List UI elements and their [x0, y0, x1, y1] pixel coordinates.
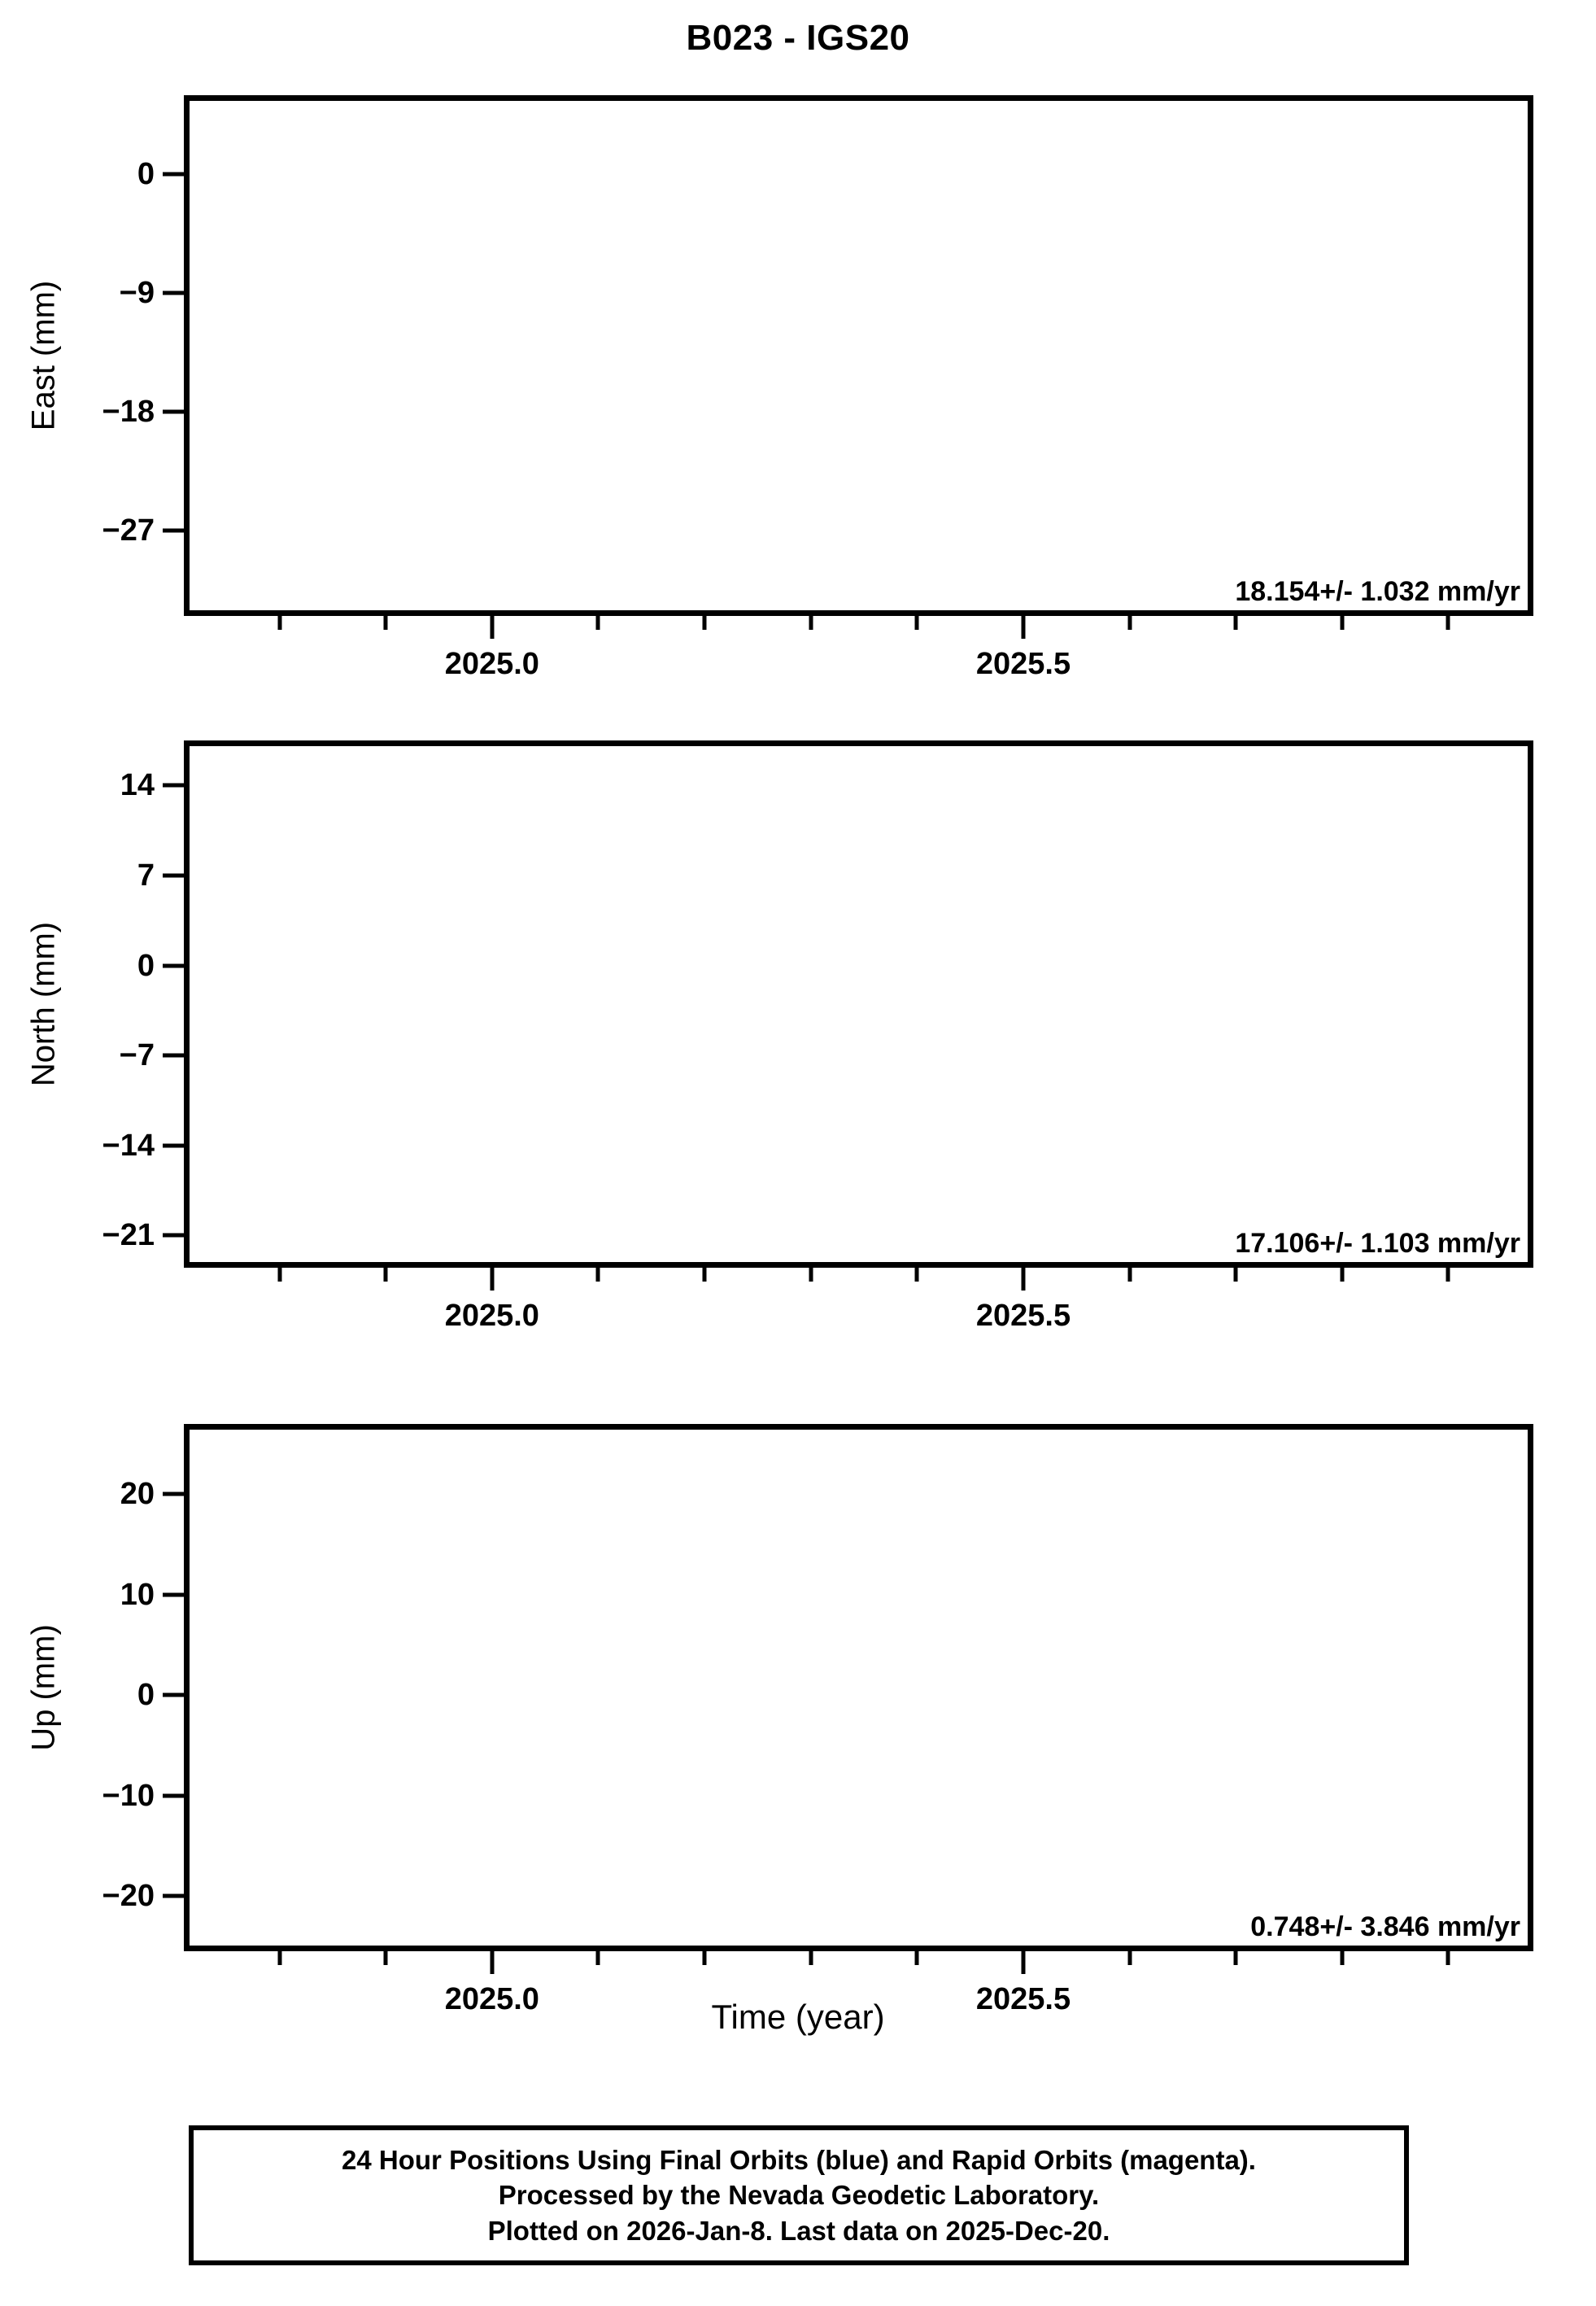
- rate-annotation-east: 18.154+/- 1.032 mm/yr: [1235, 576, 1520, 607]
- x-tick-mark-minor: [595, 1268, 600, 1282]
- y-tick-label: 20: [120, 1477, 155, 1512]
- y-tick-mark: [163, 290, 184, 295]
- y-tick-label: 14: [120, 768, 155, 803]
- x-tick-mark-minor: [914, 1268, 919, 1282]
- x-tick-mark-minor: [914, 1951, 919, 1965]
- x-tick-mark-minor: [383, 1268, 388, 1282]
- rate-annotation-up: 0.748+/- 3.846 mm/yr: [1250, 1911, 1520, 1942]
- x-tick-mark-minor: [914, 616, 919, 630]
- x-tick-mark-major: [1021, 1268, 1026, 1291]
- x-tick-mark-minor: [1233, 1951, 1238, 1965]
- x-tick-label: 2025.5: [975, 1299, 1071, 1333]
- y-tick-label: −9: [119, 276, 155, 311]
- x-tick-mark-minor: [277, 1268, 282, 1282]
- x-tick-mark-minor: [277, 1951, 282, 1965]
- y-tick-label: 10: [120, 1577, 155, 1612]
- x-tick-mark-major: [1021, 1951, 1026, 1974]
- y-tick-mark: [163, 1491, 184, 1496]
- y-tick-label: −14: [102, 1128, 155, 1163]
- x-tick-mark-minor: [1446, 1951, 1450, 1965]
- x-tick-mark-minor: [277, 616, 282, 630]
- x-tick-mark-minor: [595, 1951, 600, 1965]
- panel-east: East (mm) 18.154+/- 1.032 mm/yr 0 −9 −18 −2…: [26, 95, 1533, 681]
- y-tick-label: 0: [137, 948, 155, 983]
- panel-north: North (mm) 17.106+/- 1.103 mm/yr 14 7 0 −7 −…: [26, 740, 1533, 1333]
- y-tick-label: −20: [102, 1879, 155, 1914]
- x-tick-mark-minor: [383, 616, 388, 630]
- y-tick-mark: [163, 1143, 184, 1148]
- caption-line-2: Processed by the Nevada Geodetic Laborat…: [498, 2180, 1100, 2211]
- x-tick-mark-minor: [702, 616, 707, 630]
- x-tick-mark-major: [490, 616, 495, 639]
- y-tick-label: −10: [102, 1778, 155, 1813]
- x-tick-mark-minor: [1233, 1268, 1238, 1282]
- y-tick-mark: [163, 963, 184, 968]
- x-tick-mark-minor: [702, 1951, 707, 1965]
- y-tick-mark: [163, 1692, 184, 1697]
- x-tick-mark-minor: [809, 616, 813, 630]
- y-tick-mark: [163, 1053, 184, 1058]
- x-tick-mark-minor: [1340, 1951, 1345, 1965]
- x-tick-mark-minor: [1127, 1951, 1132, 1965]
- y-tick-label: −27: [102, 513, 155, 548]
- x-tick-mark-minor: [1446, 616, 1450, 630]
- y-tick-mark: [163, 1592, 184, 1597]
- axis-label-time: Time (year): [711, 1998, 885, 2036]
- plot-frame-north: [184, 740, 1533, 1268]
- x-tick-mark-minor: [383, 1951, 388, 1965]
- axis-label-up: Up (mm): [25, 1624, 62, 1751]
- y-tick-mark: [163, 1233, 184, 1238]
- x-tick-label: 2025.0: [444, 1982, 539, 2016]
- x-tick-mark-minor: [1233, 616, 1238, 630]
- y-tick-mark: [163, 873, 184, 878]
- y-tick-label: 0: [137, 157, 155, 192]
- y-tick-mark: [163, 172, 184, 177]
- caption-line-1: 24 Hour Positions Using Final Orbits (bl…: [342, 2144, 1256, 2175]
- x-tick-label: 2025.5: [975, 1982, 1071, 2016]
- caption-box: 24 Hour Positions Using Final Orbits (bl…: [189, 2125, 1409, 2265]
- x-tick-label: 2025.0: [444, 1299, 539, 1333]
- x-tick-mark-minor: [809, 1268, 813, 1282]
- x-tick-mark-minor: [1340, 616, 1345, 630]
- y-tick-mark: [163, 1893, 184, 1898]
- y-tick-mark: [163, 1793, 184, 1798]
- y-tick-mark: [163, 528, 184, 533]
- x-tick-label: 2025.0: [444, 647, 539, 681]
- y-tick-label: −7: [119, 1038, 155, 1073]
- x-tick-mark-minor: [595, 616, 600, 630]
- x-tick-mark-major: [1021, 616, 1026, 639]
- caption-line-3: Plotted on 2026-Jan-8. Last data on 2025…: [487, 2215, 1110, 2246]
- x-tick-mark-major: [490, 1951, 495, 1974]
- x-tick-mark-minor: [1127, 1268, 1132, 1282]
- page-title: B023 - IGS20: [686, 18, 910, 58]
- rate-annotation-north: 17.106+/- 1.103 mm/yr: [1235, 1228, 1520, 1259]
- axis-label-east: East (mm): [25, 280, 62, 431]
- y-tick-label: −21: [102, 1218, 155, 1253]
- x-tick-mark-minor: [1340, 1268, 1345, 1282]
- y-tick-mark: [163, 783, 184, 788]
- x-tick-mark-major: [490, 1268, 495, 1291]
- plot-frame-east: [184, 95, 1533, 616]
- x-tick-mark-minor: [1446, 1268, 1450, 1282]
- x-tick-mark-minor: [702, 1268, 707, 1282]
- x-tick-mark-minor: [809, 1951, 813, 1965]
- y-tick-label: −18: [102, 394, 155, 429]
- x-tick-mark-minor: [1127, 616, 1132, 630]
- panel-up: Up (mm) 0.748+/- 3.846 mm/yr 20 10 0 −10 −20…: [26, 1424, 1533, 2016]
- y-tick-mark: [163, 409, 184, 414]
- axis-label-north: North (mm): [25, 921, 62, 1087]
- y-tick-label: 0: [137, 1678, 155, 1713]
- y-tick-label: 7: [137, 858, 155, 893]
- plot-frame-up: [184, 1424, 1533, 1951]
- x-tick-label: 2025.5: [975, 647, 1071, 681]
